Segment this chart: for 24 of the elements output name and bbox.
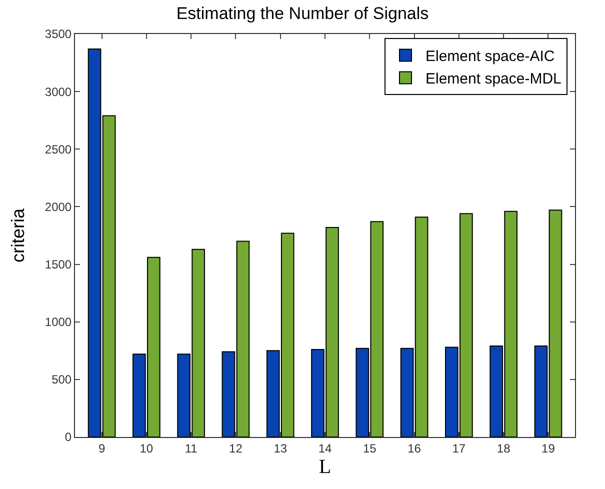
x-axis-title: L	[318, 456, 332, 478]
x-tick-label: 18	[496, 441, 511, 456]
x-tick-label: 11	[184, 441, 198, 456]
legend-label: Element space-AIC	[426, 48, 555, 66]
y-tick-label: 3500	[44, 27, 72, 42]
legend-label: Element space-MDL	[426, 70, 562, 88]
y-tick-label: 1500	[44, 257, 72, 272]
y-tick-label: 2000	[44, 200, 72, 214]
x-tick-label: 14	[318, 441, 332, 456]
y-tick-label: 2500	[44, 142, 72, 156]
y-tick-label: 1000	[44, 315, 72, 330]
x-tick-label: 9	[98, 441, 106, 456]
y-axis-title: criteria	[8, 208, 28, 263]
x-tick-label: 16	[408, 441, 422, 456]
x-tick-label: 19	[542, 441, 556, 456]
x-tick-label: 15	[362, 441, 377, 456]
x-tick-label: 10	[140, 441, 154, 456]
y-tick-label: 0	[64, 430, 72, 444]
x-tick-label: 12	[229, 441, 243, 456]
chart-title: Estimating the Number of Signals	[176, 4, 429, 24]
x-tick-label: 13	[274, 441, 288, 456]
y-tick-label: 500	[52, 372, 72, 387]
y-tick-label: 3000	[44, 84, 72, 99]
x-tick-label: 17	[452, 441, 466, 456]
